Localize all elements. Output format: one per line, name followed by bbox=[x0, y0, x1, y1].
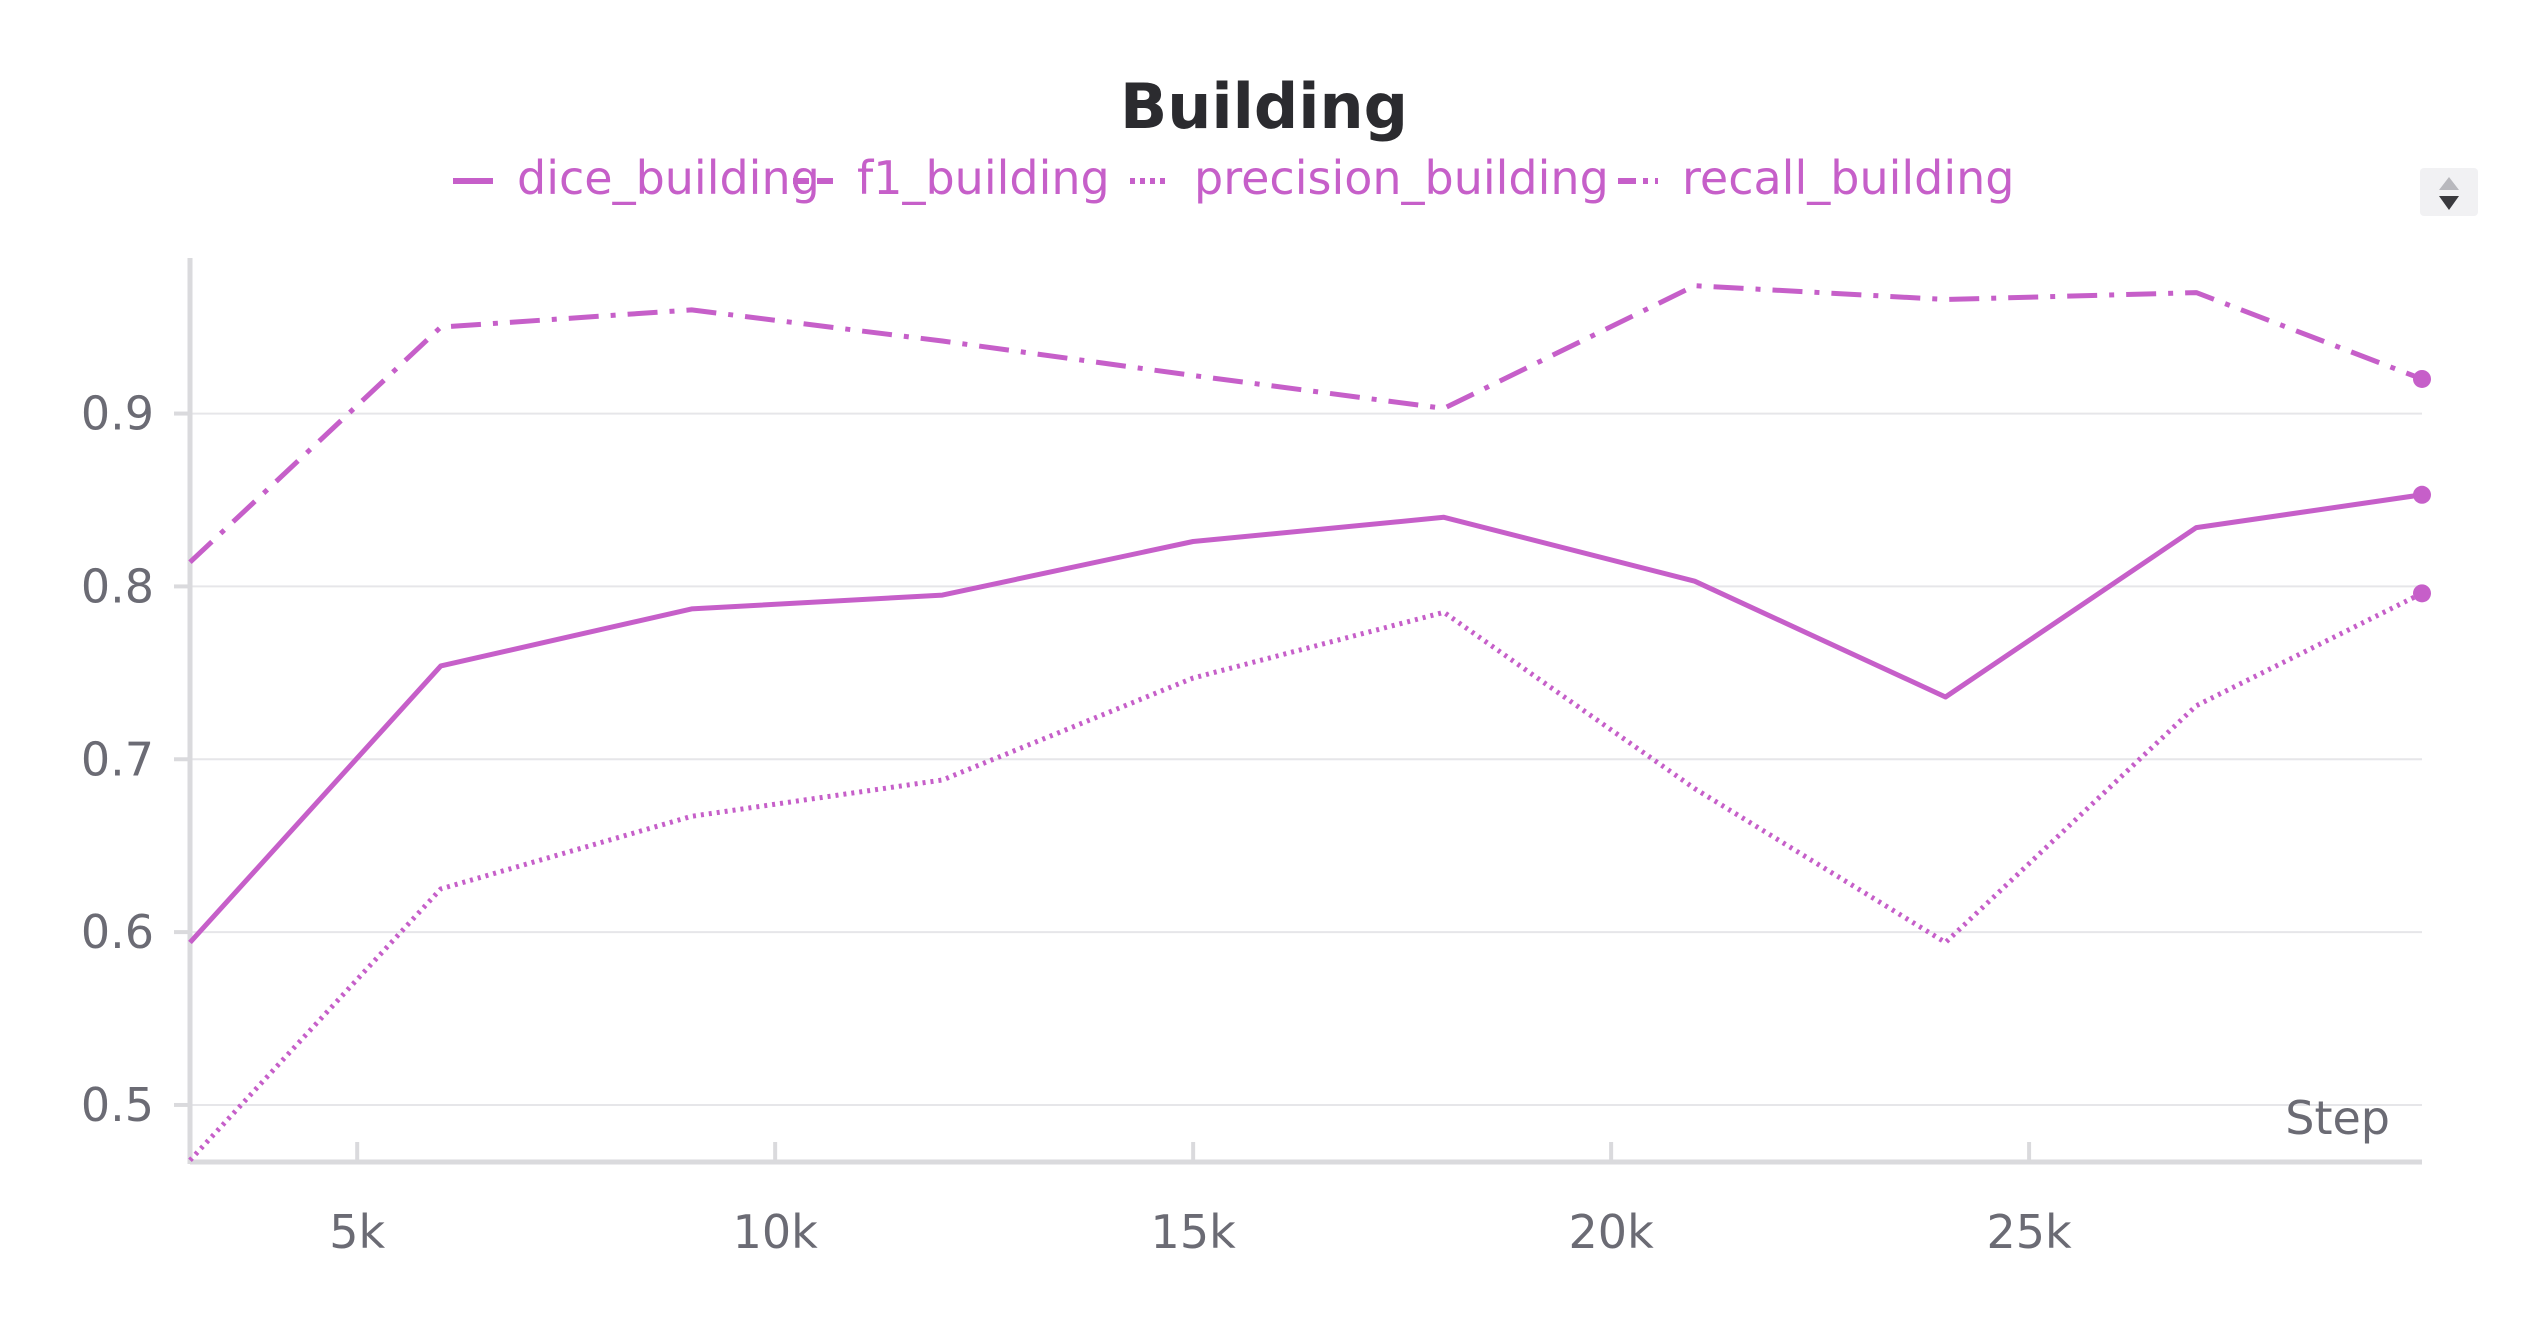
series-recall-building bbox=[190, 286, 2431, 563]
x-tick-label: 25k bbox=[1987, 1205, 2073, 1259]
series-precision-building bbox=[190, 584, 2431, 1160]
legend-scroller[interactable] bbox=[2420, 168, 2478, 216]
grid bbox=[190, 414, 2422, 1105]
legend-item-precision-building[interactable]: precision_building bbox=[1130, 151, 1609, 205]
series-line-precision-building[interactable] bbox=[190, 593, 2422, 1160]
y-tick-label: 0.7 bbox=[81, 732, 154, 786]
series-end-point[interactable] bbox=[2413, 486, 2431, 504]
legend-label: f1_building bbox=[857, 151, 1110, 205]
series-group bbox=[190, 286, 2431, 1161]
y-tick-label: 0.9 bbox=[81, 387, 154, 441]
series-dice-building bbox=[190, 486, 2431, 943]
x-axis-label: Step bbox=[2285, 1091, 2390, 1145]
ticks: 0.5 0.6 0.7 0.8 0.9 5k 10k 15k 20k 25k bbox=[81, 387, 2072, 1259]
legend-item-f1-building[interactable]: f1_building bbox=[793, 151, 1110, 205]
legend-item-dice-building[interactable]: dice_building bbox=[453, 151, 820, 205]
legend-label: dice_building bbox=[517, 151, 820, 205]
legend: dice_building f1_building precision_buildi… bbox=[453, 151, 2015, 205]
legend-item-recall-building[interactable]: recall_building bbox=[1618, 151, 2015, 205]
legend-label: precision_building bbox=[1194, 151, 1609, 205]
chart-title: Building bbox=[1120, 70, 1408, 143]
x-tick-label: 5k bbox=[329, 1205, 385, 1259]
y-tick-label: 0.6 bbox=[81, 905, 154, 959]
series-end-point[interactable] bbox=[2413, 584, 2431, 602]
legend-label: recall_building bbox=[1682, 151, 2015, 205]
x-tick-label: 15k bbox=[1151, 1205, 1237, 1259]
x-tick-label: 20k bbox=[1569, 1205, 1655, 1259]
x-tick-label: 10k bbox=[733, 1205, 819, 1259]
series-end-point[interactable] bbox=[2413, 370, 2431, 388]
series-line-recall-building[interactable] bbox=[190, 286, 2422, 563]
y-tick-label: 0.8 bbox=[81, 559, 154, 613]
series-line-dice-building[interactable] bbox=[190, 495, 2422, 943]
axes bbox=[190, 258, 2422, 1164]
y-tick-label: 0.5 bbox=[81, 1078, 154, 1132]
